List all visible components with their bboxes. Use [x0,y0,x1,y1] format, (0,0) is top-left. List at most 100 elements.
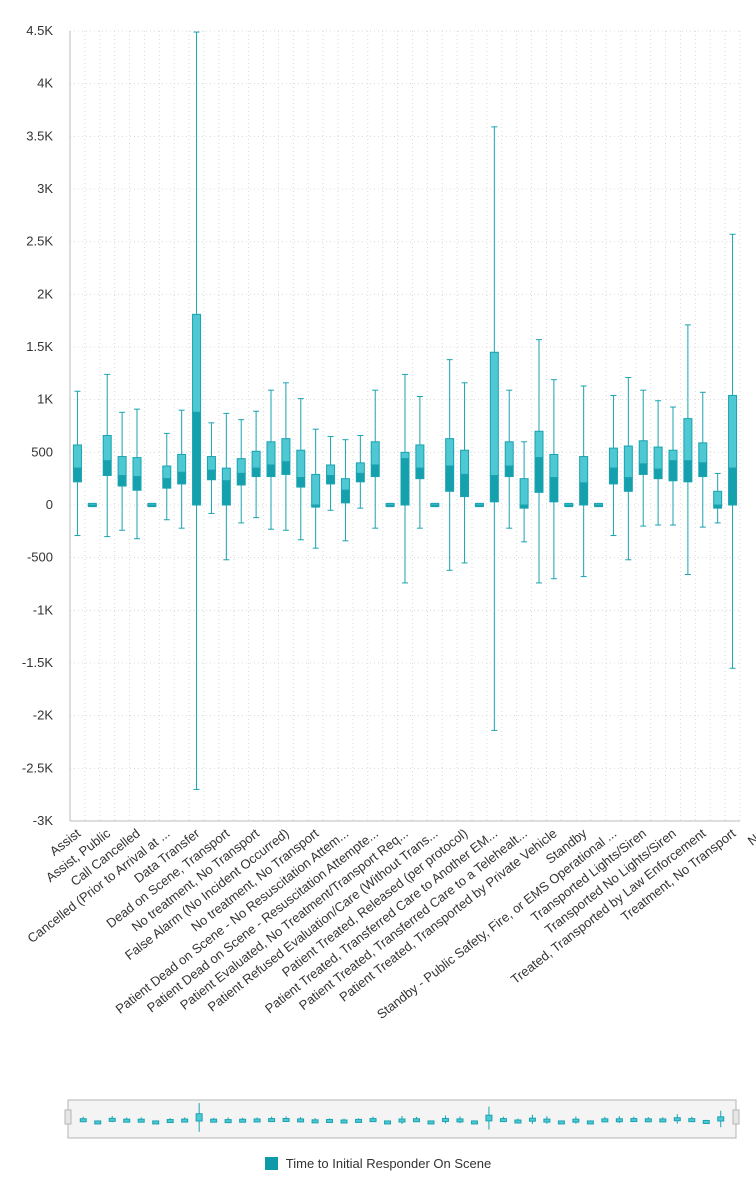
box-16[interactable] [311,428,321,549]
navigator-box [441,1115,449,1124]
box-lower [579,482,589,506]
box-lower [504,465,514,478]
box-37[interactable] [623,377,633,561]
legend[interactable]: Time to Initial Responder On Scene [0,1156,756,1171]
navigator-box [166,1118,174,1124]
box-10[interactable] [221,412,231,561]
box-upper [519,478,529,506]
range-navigator[interactable] [64,1099,740,1139]
box-9[interactable] [206,422,216,514]
box-31[interactable] [534,339,544,584]
box-33[interactable] [564,502,574,508]
box-2[interactable] [102,373,112,538]
y-tick-label: 3K [37,181,53,196]
box-upper [653,446,663,470]
box-5[interactable] [147,502,157,508]
box-lower [445,465,455,492]
navigator-box-body [94,1120,102,1125]
box-27[interactable] [474,502,484,508]
navigator-box [195,1103,203,1132]
box-24[interactable] [430,502,440,508]
box-14[interactable] [281,382,291,531]
navigator-box [427,1120,435,1125]
box-21[interactable] [385,502,395,508]
box-42[interactable] [698,391,708,528]
navigator-box-body [79,1118,87,1123]
box-upper [236,458,246,474]
box-28[interactable] [489,126,499,731]
box-18[interactable] [340,439,350,542]
navigator-left-handle[interactable] [64,1109,72,1125]
box-0[interactable] [72,390,82,537]
box-13[interactable] [266,389,276,530]
box-36[interactable] [608,394,618,537]
box-11[interactable] [236,419,246,524]
box-3[interactable] [117,411,127,531]
navigator-box-body [499,1118,507,1123]
navigator-box-body [456,1118,464,1123]
box-43[interactable] [713,472,723,524]
navigator-box [717,1110,725,1128]
box-lower [549,477,559,503]
navigator-box-body [427,1120,435,1125]
box-20[interactable] [370,389,380,529]
navigator-box-body [108,1117,116,1122]
box-1[interactable] [87,502,97,508]
navigator-box-body [557,1120,565,1125]
box-30[interactable] [519,441,529,543]
box-lower [355,472,365,483]
box-22[interactable] [400,373,410,584]
navigator-box [210,1117,218,1123]
navigator-box [412,1116,420,1123]
navigator-box [268,1116,276,1123]
box-29[interactable] [504,389,514,529]
box-4[interactable] [132,408,142,540]
y-tick-label: 500 [31,444,53,459]
navigator-box [514,1118,522,1124]
navigator-box-body [528,1117,536,1122]
box-26[interactable] [460,382,470,564]
box-lower [281,461,291,475]
box-44[interactable] [728,233,738,669]
box-12[interactable] [251,410,261,519]
box-lower [623,477,633,492]
box-upper [326,464,336,477]
box-32[interactable] [549,379,559,580]
box-34[interactable] [579,385,589,578]
box-41[interactable] [683,324,693,576]
navigator-right-handle[interactable] [732,1109,740,1125]
navigator-box [253,1117,261,1123]
box-upper [251,450,261,469]
box-38[interactable] [638,389,648,527]
box-upper [117,456,127,477]
box-17[interactable] [326,436,336,511]
navigator-box-body [673,1117,681,1122]
navigator-box-body [688,1118,696,1123]
navigator-box-body [702,1119,710,1124]
navigator-box-body [137,1118,145,1123]
box-15[interactable] [296,398,306,541]
box-7[interactable] [177,409,187,529]
navigator-box-body [470,1120,478,1125]
navigator-box-body [311,1119,319,1124]
box-upper [72,444,82,469]
box-lower [102,460,112,477]
navigator-box [181,1117,189,1123]
box-40[interactable] [668,406,678,526]
box-39[interactable] [653,400,663,526]
navigator-box-body [224,1119,232,1124]
box-series[interactable] [72,31,738,790]
navigator-box [94,1120,102,1125]
navigator-box [152,1120,160,1125]
box-lower [206,469,216,481]
axes: -3K -2.5K -2K -1.5K -1K -500 0 500 1K 1.5K 2K 2.5K 3… [22,23,740,828]
box-35[interactable] [594,502,604,508]
navigator-box-body [210,1118,218,1123]
box-23[interactable] [415,396,425,529]
box-25[interactable] [445,359,455,571]
box-8[interactable] [192,31,202,790]
box-19[interactable] [355,434,365,509]
box-6[interactable] [162,432,172,521]
navigator-box-body [659,1118,667,1123]
box-lower [728,467,738,506]
